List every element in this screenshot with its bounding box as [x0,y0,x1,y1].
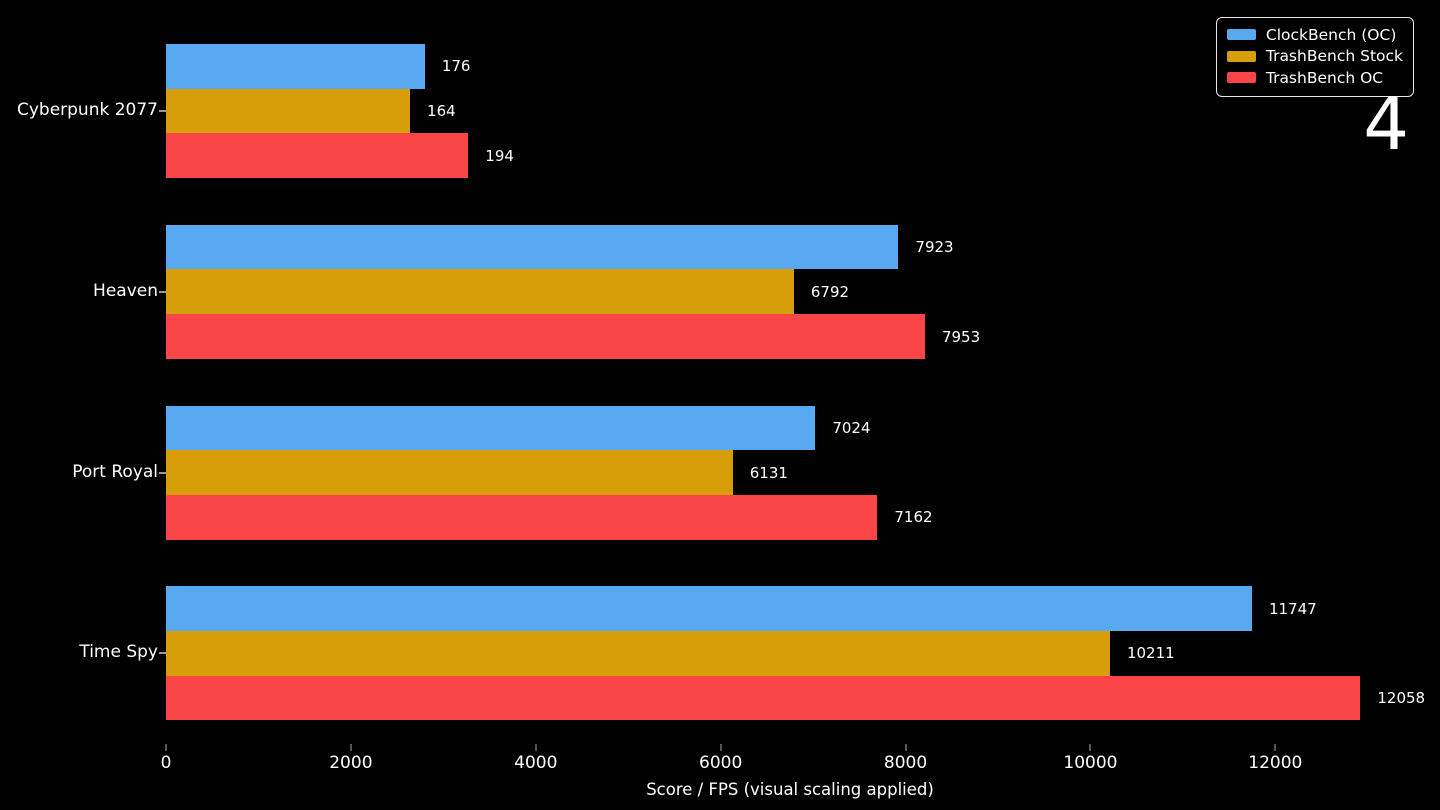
bar-value-label: 7953 [941,327,981,346]
bar-group-heaven: 7923 6792 7953 [166,224,1414,359]
y-axis-tick-mark [159,110,166,113]
x-axis-tick-mark [534,744,537,751]
legend-item-label: ClockBench (OC) [1265,25,1397,44]
bar-value-label: 7024 [832,418,871,437]
x-axis-tick-mark [904,744,907,751]
legend-item-label: TrashBench Stock [1265,47,1403,66]
legend-item-clockbench-oc: ClockBench (OC) [1226,24,1403,46]
x-axis-tick-mark [349,744,352,751]
bar-group-cyberpunk-2077: 176 164 194 [166,44,1414,179]
bar-clockbench-oc [166,224,899,270]
bar-value-label: 12058 [1377,689,1426,708]
x-axis-tick-label: 10000 [1063,753,1118,773]
bar-value-label: 7162 [894,508,933,527]
x-axis-tick-label: 4000 [514,753,558,773]
x-axis-tick-label: 8000 [883,753,928,773]
bar-value-label: 7923 [915,238,954,257]
bar-clockbench-oc [166,586,1252,632]
bar-value-label: 6131 [749,463,788,482]
category-label-heaven: Heaven [93,280,158,301]
plot-area: 176 164 194 7923 6792 7953 7024 6131 7162 11747 10… [166,44,1425,744]
y-axis-tick-mark [159,652,166,655]
bar-value-label: 164 [427,102,456,121]
y-axis-tick-mark [159,290,166,293]
bar-clockbench-oc [166,405,816,451]
bar-value-label: 194 [485,146,514,165]
bar-value-label: 176 [441,57,471,76]
bar-value-label: 10211 [1126,644,1175,663]
bar-clockbench-oc [166,44,425,89]
legend-swatch-icon [1226,29,1256,41]
bar-value-label: 11747 [1268,599,1317,618]
legend-item-label: TrashBench OC [1265,68,1384,87]
legend-swatch-icon [1226,50,1256,62]
x-axis-tick-mark [165,744,167,751]
category-label-cyberpunk-2077: Cyberpunk 2077 [16,100,158,121]
category-label-port-royal: Port Royal [72,461,158,482]
x-axis-tick-label: 2000 [329,753,373,773]
bar-trashbench-oc [166,314,925,359]
frame-counter: 4 [1363,82,1409,166]
bar-trashbench-stock [166,450,733,495]
bar-group-time-spy: 11747 10211 12058 [166,586,1425,721]
x-axis-tick-mark [1089,744,1092,751]
y-axis-tick-mark [159,471,166,474]
x-axis-tick-mark [1274,744,1277,751]
legend-swatch-icon [1226,72,1256,84]
x-axis-tick-label: 0 [160,753,172,773]
bar-value-label: 6792 [810,282,850,301]
bar-trashbench-oc [166,494,878,540]
x-axis-label: Score / FPS (visual scaling applied) [646,780,934,799]
bar-trashbench-stock [166,269,794,315]
bar-trashbench-oc [166,133,469,179]
bar-trashbench-stock [166,631,1110,676]
x-axis-tick-label: 6000 [699,753,743,773]
legend-item-trashbench-stock: TrashBench Stock [1226,46,1403,68]
category-label-time-spy: Time Spy [79,642,158,663]
legend: ClockBench (OC) TrashBench Stock TrashBenc… [1215,17,1414,97]
legend-item-trashbench-oc: TrashBench OC [1226,67,1403,89]
bar-group-port-royal: 7024 6131 7162 [166,405,1414,540]
bar-trashbench-stock [166,88,411,134]
x-axis-tick-label: 12000 [1248,753,1303,773]
bar-trashbench-oc [166,675,1361,721]
x-axis-tick-mark [719,744,722,751]
